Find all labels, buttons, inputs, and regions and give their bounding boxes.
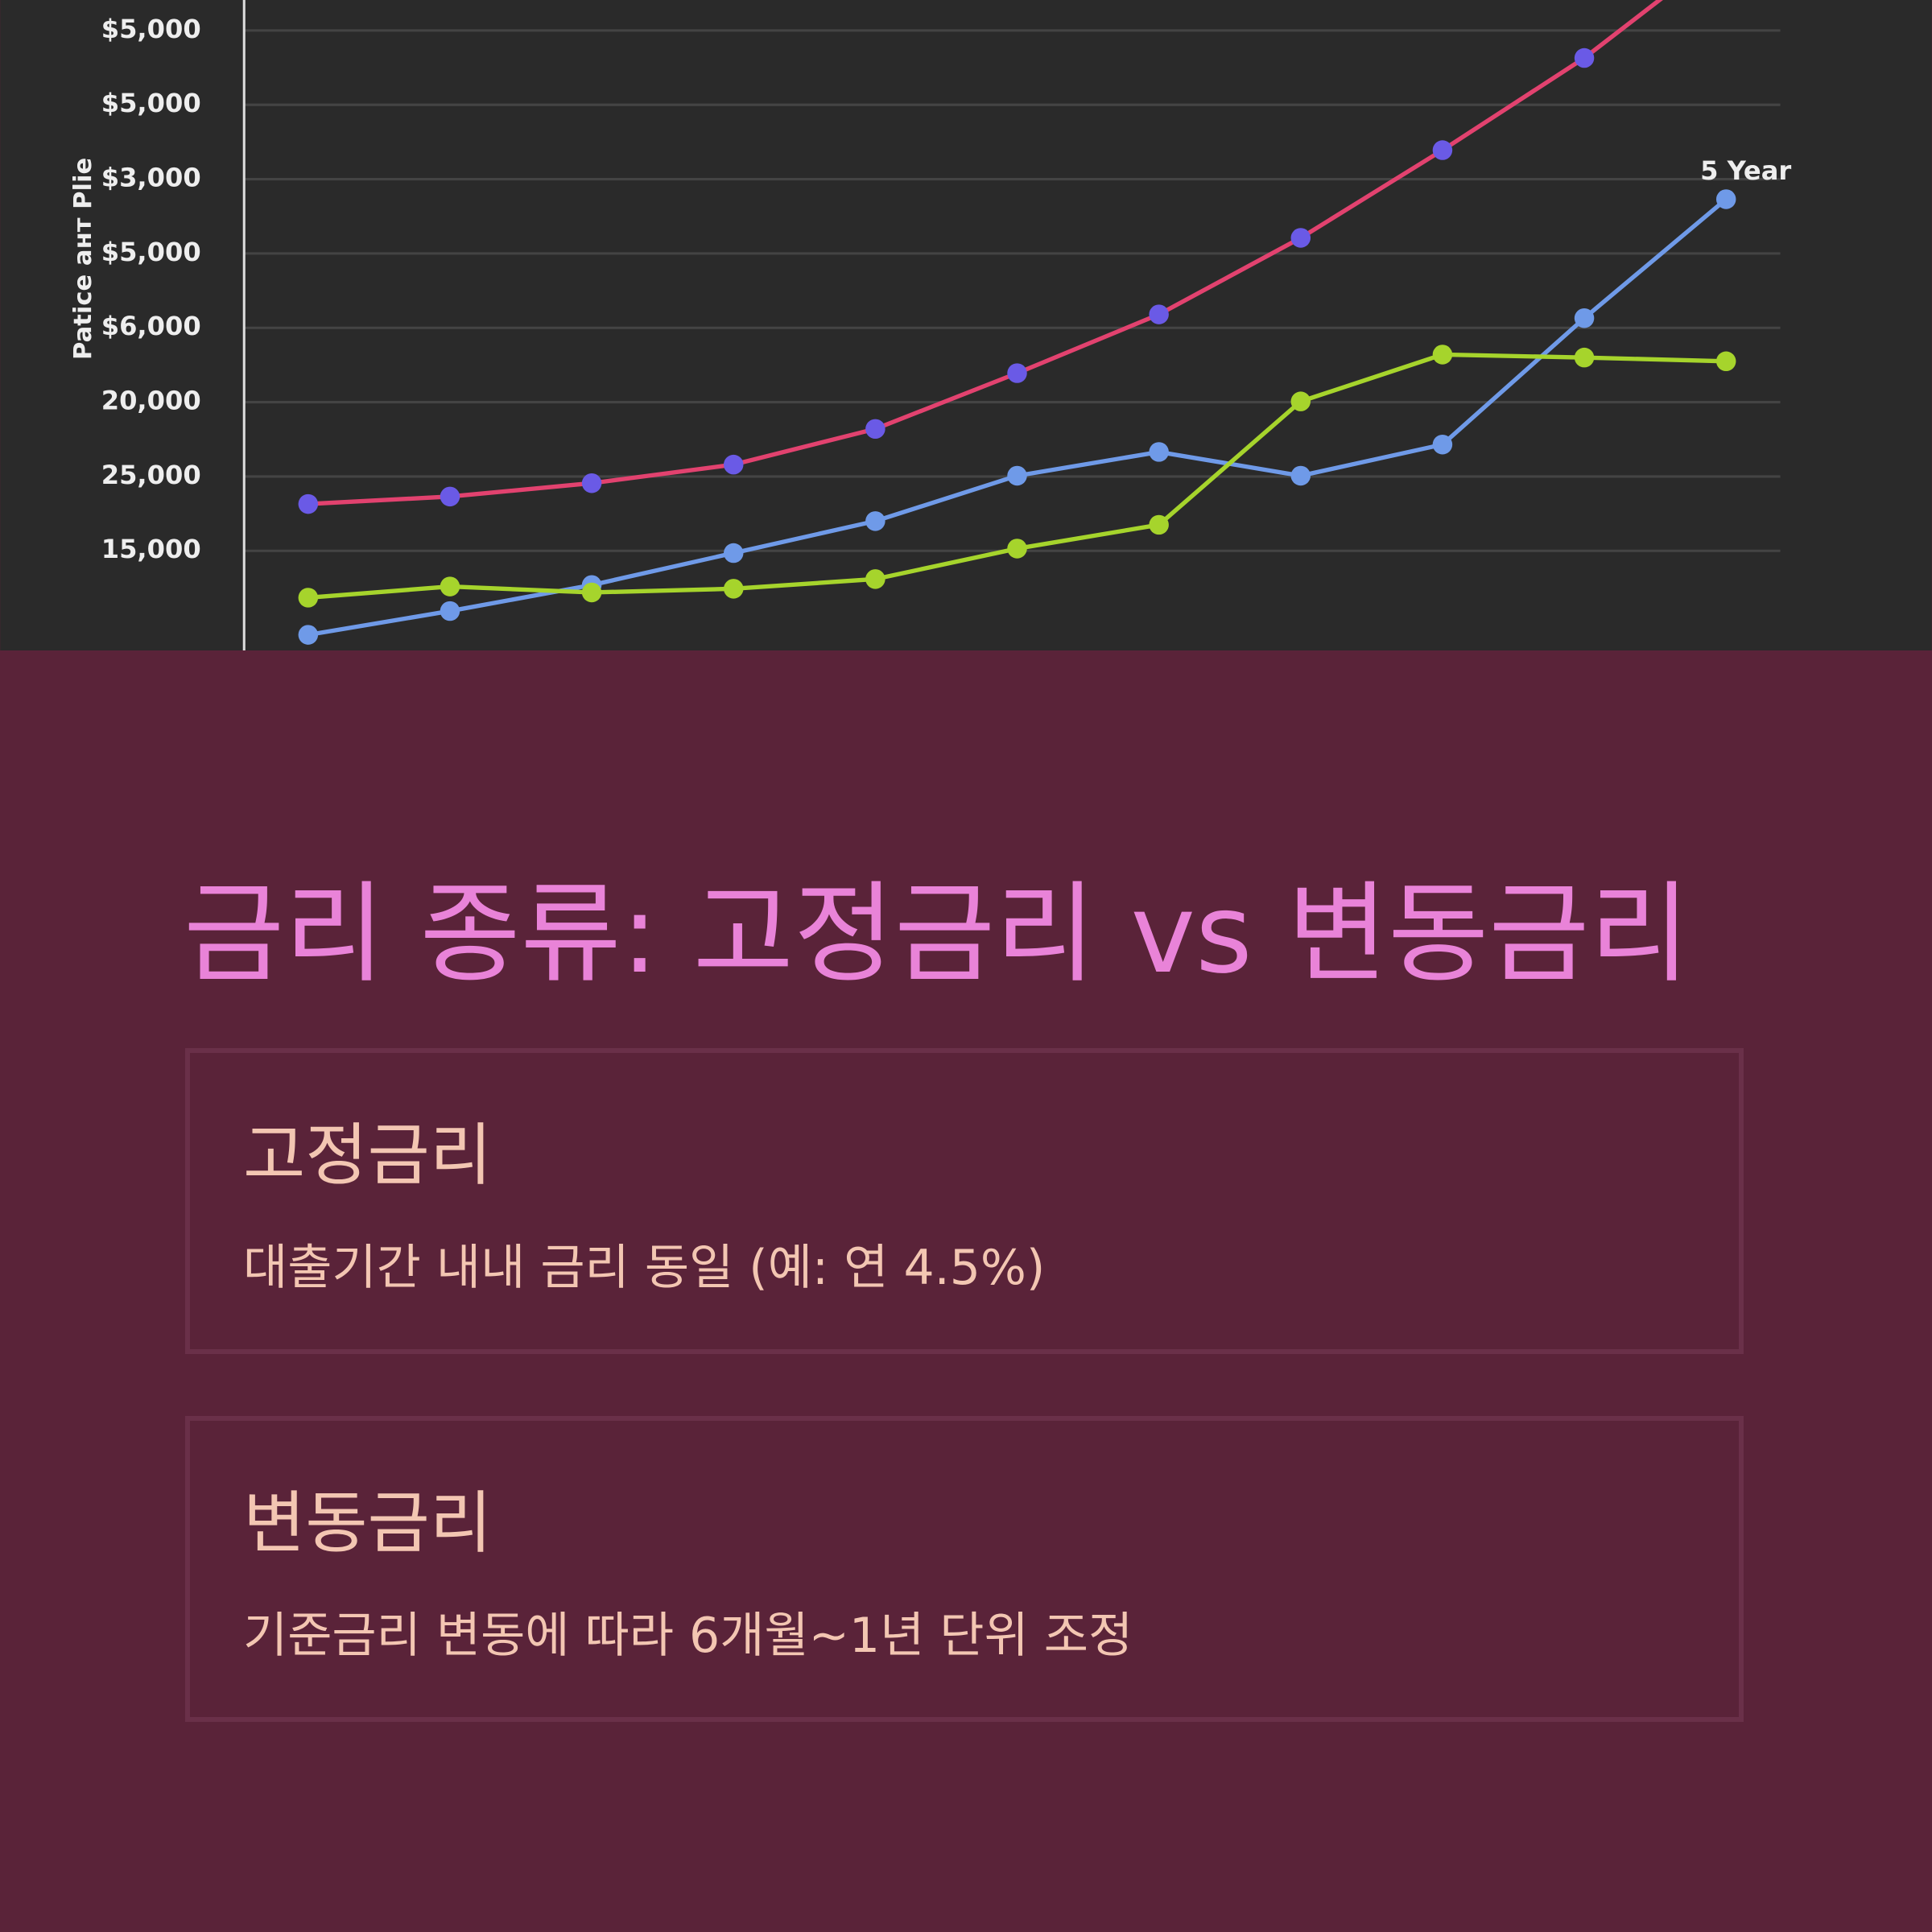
data-point	[1007, 465, 1027, 486]
y-tick-label: $5,000	[101, 237, 201, 267]
y-tick-label: 20,000	[101, 386, 201, 416]
data-point	[440, 486, 460, 507]
y-axis-label: Patice aнт Plie	[69, 158, 97, 360]
card-heading: 변동금리	[243, 1484, 493, 1563]
chart-background	[0, 0, 1932, 650]
data-point	[865, 569, 886, 589]
card-body: 대출기간 내내 금리 동일 (예: 연 4.5%)	[243, 1240, 1046, 1296]
data-point	[1574, 347, 1595, 368]
data-point	[1432, 345, 1453, 365]
data-point	[1432, 434, 1453, 455]
y-tick-label: 15,000	[101, 534, 201, 564]
data-point	[1007, 363, 1027, 383]
y-tick-label: $6,000	[101, 311, 201, 341]
data-point	[723, 579, 744, 599]
chart: Patice aнт Plie 15,000 25,000 20,000 $6,000…	[0, 0, 1932, 650]
annotation: 5 Year	[1700, 155, 1791, 186]
data-point	[865, 511, 886, 531]
data-point	[1290, 391, 1311, 411]
data-point	[298, 588, 319, 608]
data-point	[865, 419, 886, 440]
data-point	[581, 582, 602, 603]
data-point	[1715, 189, 1736, 209]
data-point	[1290, 465, 1311, 486]
title: 금리 종류: 고정금리 vs 변동금리	[184, 871, 1690, 998]
data-point	[1432, 140, 1453, 160]
card-body: 기준금리 변동에 따라 6개월~1년 단위 조정	[243, 1608, 1133, 1664]
data-point	[298, 625, 319, 645]
card: 변동금리 기준금리 변동에 따라 6개월~1년 단위 조정	[185, 1416, 1744, 1722]
y-tick-label: $5,000	[101, 88, 201, 118]
card-heading: 고정금리	[243, 1116, 493, 1195]
card: 고정금리 대출기간 내내 금리 동일 (예: 연 4.5%)	[185, 1048, 1744, 1354]
y-tick-label: 25,000	[101, 460, 201, 490]
data-point	[298, 493, 319, 514]
data-point	[1715, 351, 1736, 372]
y-tick-label: $5,000	[101, 14, 201, 44]
data-point	[1007, 539, 1027, 559]
data-point	[723, 543, 744, 564]
data-point	[1149, 304, 1169, 324]
data-point	[1149, 442, 1169, 462]
data-point	[1149, 514, 1169, 535]
data-point	[440, 576, 460, 597]
data-point	[1574, 47, 1595, 68]
data-point	[1574, 308, 1595, 328]
data-point	[440, 601, 460, 621]
data-point	[581, 473, 602, 493]
data-point	[723, 454, 744, 475]
y-tick-label: $3,000	[101, 163, 201, 193]
data-point	[1290, 228, 1311, 248]
